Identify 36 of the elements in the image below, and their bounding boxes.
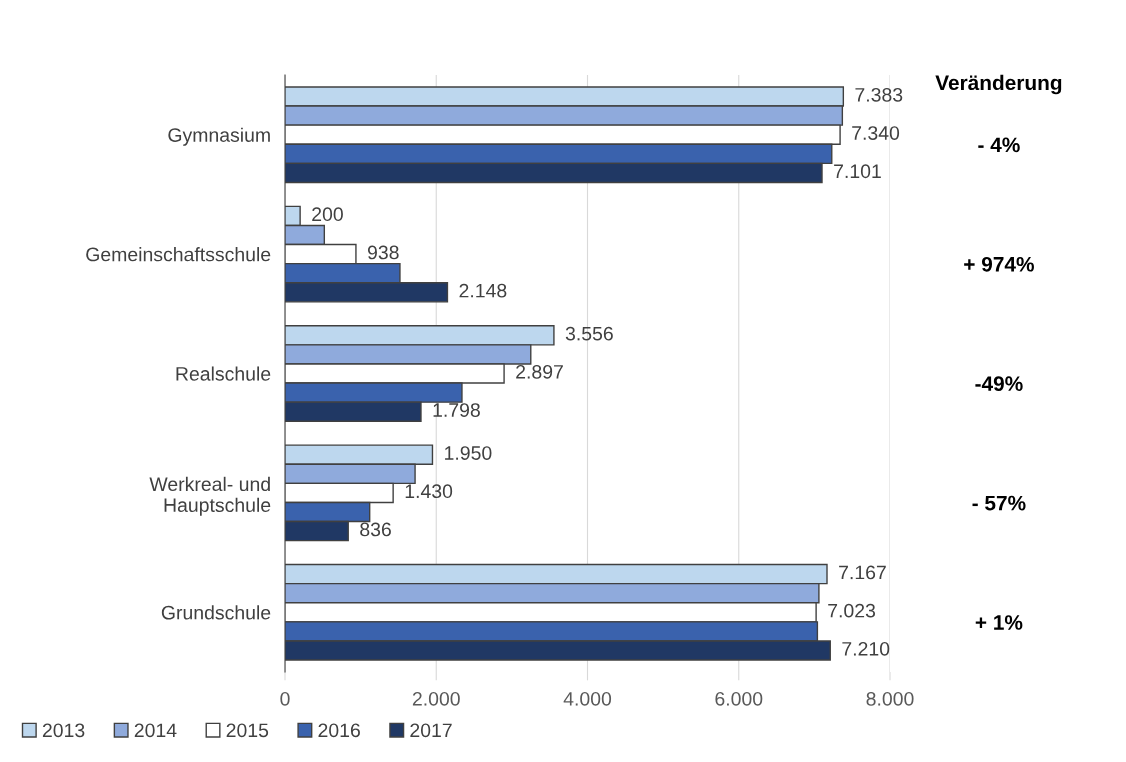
data-label: 2.148	[459, 283, 507, 298]
y-tick-label: Gemeinschaftsschule	[86, 247, 271, 262]
data-label: 7.210	[842, 641, 890, 656]
text: + 974%	[964, 256, 1034, 272]
x-tick-label: 6.000	[715, 691, 763, 706]
data-label: 7.383	[855, 87, 903, 102]
legend-label: 2017	[410, 723, 452, 738]
data-label: 1.798	[433, 403, 480, 417]
data-label: 836	[360, 522, 391, 537]
data-label: 3.556	[565, 326, 613, 341]
data-label: 7.101	[834, 164, 881, 179]
y-tick-label: Werkreal- und Hauptschule	[149, 476, 271, 516]
x-tick-label: 8.000	[866, 691, 914, 706]
data-label: 2.897	[516, 364, 563, 379]
text: Veränderung	[935, 74, 1062, 95]
y-tick-label: Gymnasium	[168, 127, 270, 146]
x-tick-label: 0	[280, 691, 290, 706]
data-label: 938	[367, 245, 399, 260]
legend-label: 2015	[226, 723, 269, 738]
legend-label: 2013	[42, 723, 85, 738]
legend-label: 2016	[318, 723, 360, 738]
text: - 57%	[972, 495, 1026, 511]
legend-label: 2014	[134, 723, 177, 738]
data-label: 7.023	[828, 603, 876, 618]
data-label: 7.167	[839, 565, 886, 580]
data-label: 1.950	[445, 446, 492, 460]
text: - 4%	[978, 137, 1020, 153]
y-tick-label: Grundschule	[161, 605, 271, 620]
x-tick-label: 2.000	[412, 691, 460, 706]
text: + 1%	[975, 615, 1023, 630]
text: -49%	[975, 376, 1023, 392]
x-tick-label: 4.000	[563, 691, 612, 706]
data-label: 1.430	[405, 484, 453, 499]
data-label: 200	[312, 207, 343, 222]
data-label: 7.340	[852, 126, 900, 140]
y-tick-label: Realschule	[176, 366, 271, 381]
